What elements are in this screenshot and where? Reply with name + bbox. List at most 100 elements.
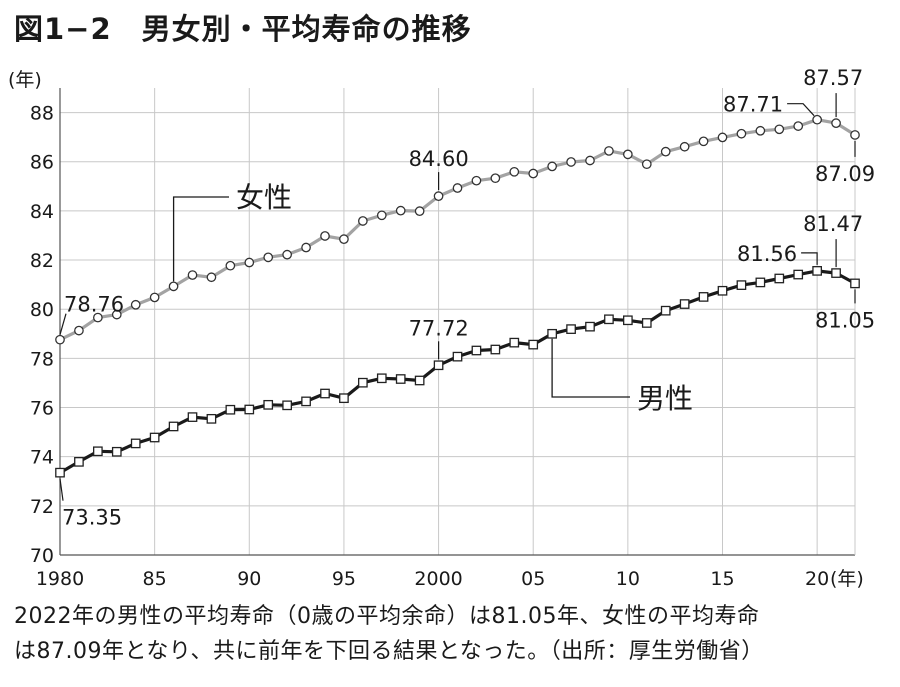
y-tick-label: 78 [30, 348, 54, 370]
y-tick-label: 80 [30, 299, 54, 321]
x-tick-label: 85 [143, 568, 167, 590]
data-point [755, 277, 766, 288]
callout-leader [59, 478, 64, 501]
data-point [339, 393, 349, 404]
data-point [74, 325, 84, 336]
x-tick-label: 20 [805, 568, 829, 590]
page-title: 図1−2 男女別・平均寿命の推移 [14, 12, 472, 46]
data-point [566, 324, 576, 334]
data-point [566, 157, 576, 167]
data-point [320, 231, 330, 241]
data-point [225, 404, 236, 415]
series-label-male: 男性 [637, 382, 693, 415]
data-point [793, 269, 804, 280]
data-point [585, 321, 595, 332]
data-point [528, 339, 539, 350]
series-1 [55, 266, 860, 478]
y-axis-unit-label: (年) [8, 69, 42, 91]
gridlines [59, 88, 855, 556]
data-point [679, 299, 690, 309]
data-point [414, 375, 425, 386]
data-point [850, 130, 860, 140]
data-point [547, 161, 557, 172]
annotation-layer: 78.76 84.60 87.71 87.57 87.09 73.35 77.72 81.56… [59, 66, 875, 530]
data-point [301, 396, 311, 407]
data-point [660, 146, 671, 157]
data-point [509, 337, 520, 348]
data-point [187, 270, 198, 280]
series-0 [55, 114, 860, 345]
data-point [793, 121, 804, 131]
life-expectancy-chart: 70 72 74 76 78 80 82 84 86 88 1980 85 90 95 2000 05 10 15… [8, 66, 875, 590]
data-point [528, 168, 539, 179]
data-point [509, 166, 520, 177]
data-point [604, 314, 614, 325]
data-point [225, 260, 236, 271]
data-point [395, 374, 406, 384]
data-label: 73.35 [62, 506, 122, 530]
data-point [187, 412, 198, 422]
y-tick-label: 76 [30, 398, 54, 420]
data-point [717, 132, 728, 143]
callout-leader [801, 252, 818, 265]
data-point [358, 216, 368, 226]
y-tick-label: 72 [30, 496, 54, 518]
data-point [149, 292, 160, 303]
data-point [831, 268, 841, 278]
data-point [395, 205, 406, 216]
series-label-leader [172, 196, 229, 282]
data-point [490, 344, 501, 355]
data-point [471, 345, 482, 356]
y-tick-label: 86 [30, 152, 54, 174]
data-point [755, 125, 766, 136]
data-point [206, 413, 217, 424]
data-label: 87.57 [803, 66, 863, 90]
callout-leader [59, 313, 67, 335]
data-point [433, 191, 444, 201]
x-tick-label: 90 [237, 568, 261, 590]
data-point [679, 141, 690, 152]
data-point [168, 281, 179, 292]
data-point [736, 128, 747, 139]
data-point [74, 456, 84, 467]
data-point [244, 404, 255, 415]
data-point [623, 315, 633, 326]
data-point [641, 159, 652, 170]
x-tick-label: 10 [616, 568, 640, 590]
data-point [660, 305, 671, 316]
data-point [471, 175, 482, 186]
data-point [812, 114, 822, 125]
data-point [55, 334, 65, 345]
data-point [547, 328, 557, 339]
data-label: 87.09 [815, 162, 875, 186]
data-point [698, 136, 709, 147]
data-point [320, 388, 330, 399]
data-point [301, 242, 311, 253]
data-point [263, 399, 274, 410]
data-point [604, 146, 614, 156]
y-tick-label: 88 [30, 103, 54, 125]
data-point [339, 234, 349, 245]
data-label: 81.56 [737, 242, 797, 266]
data-point [130, 438, 141, 449]
x-axis-unit-label: (年) [830, 568, 864, 590]
series-layer [55, 114, 860, 478]
y-tick-label: 84 [30, 201, 54, 223]
data-point [376, 210, 387, 221]
data-point [433, 360, 444, 371]
x-tick-label: 95 [332, 568, 356, 590]
data-label: 87.71 [723, 93, 783, 117]
data-point [774, 273, 785, 284]
series-label-leader [551, 338, 630, 398]
x-tick-label: 15 [710, 568, 734, 590]
x-tick-label: 1980 [36, 568, 84, 590]
data-point [585, 155, 595, 166]
data-point [130, 299, 141, 310]
data-point [358, 377, 368, 388]
data-point [717, 285, 728, 296]
data-point [850, 278, 860, 289]
y-tick-label: 82 [30, 250, 54, 272]
data-point [698, 292, 709, 302]
data-point [490, 173, 501, 184]
